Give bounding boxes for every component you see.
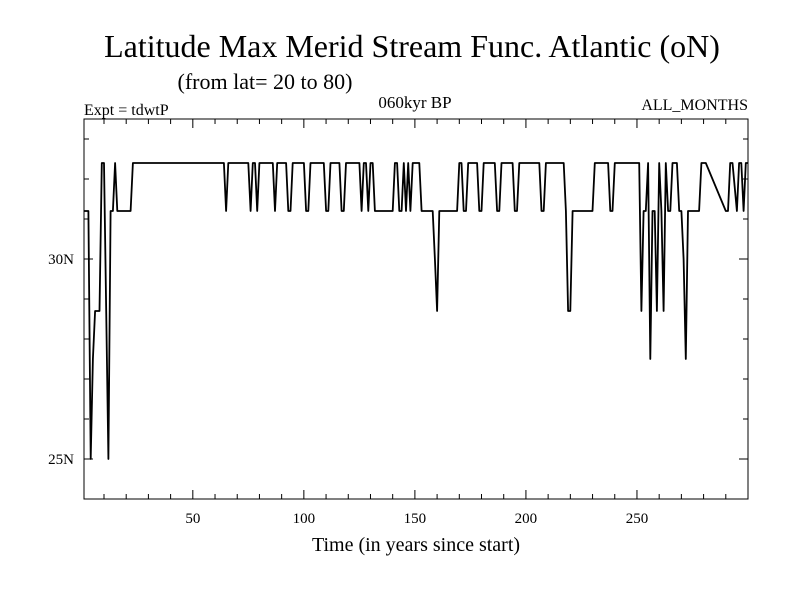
x-axis-label: Time (in years since start) bbox=[312, 534, 520, 556]
x-tick-label: 50 bbox=[185, 511, 200, 527]
x-axis-tick-labels: 50 100 150 200 250 bbox=[185, 511, 648, 527]
y-tick-label: 30N bbox=[48, 252, 74, 268]
x-tick-label: 150 bbox=[404, 511, 427, 527]
x-tick-label: 100 bbox=[293, 511, 316, 527]
plot-frame bbox=[83, 118, 749, 500]
series-line bbox=[84, 162, 748, 460]
y-tick-label: 25N bbox=[48, 452, 74, 468]
x-tick-label: 200 bbox=[515, 511, 538, 527]
series-group bbox=[84, 162, 748, 460]
x-tick-label: 250 bbox=[626, 511, 649, 527]
chart-title: Latitude Max Merid Stream Func. Atlantic… bbox=[104, 28, 720, 64]
experiment-label: Expt = tdwtP bbox=[84, 102, 169, 119]
months-label: ALL_MONTHS bbox=[641, 97, 748, 114]
period-label: 060kyr BP bbox=[378, 93, 451, 112]
chart-subtitle: (from lat= 20 to 80) bbox=[178, 69, 353, 94]
x-axis-ticks bbox=[103, 119, 749, 499]
y-axis-tick-labels: 25N 30N bbox=[48, 252, 74, 468]
